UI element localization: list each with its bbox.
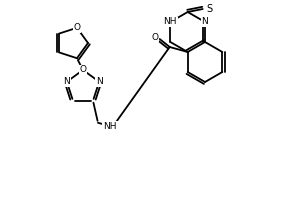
Text: S: S — [207, 4, 213, 14]
Text: NH: NH — [103, 122, 117, 131]
Text: NH: NH — [164, 18, 177, 26]
Text: O: O — [151, 32, 158, 42]
Text: O: O — [74, 23, 80, 32]
Text: N: N — [202, 18, 208, 26]
Text: N: N — [96, 77, 103, 86]
Text: O: O — [80, 66, 86, 74]
Text: N: N — [64, 77, 70, 86]
